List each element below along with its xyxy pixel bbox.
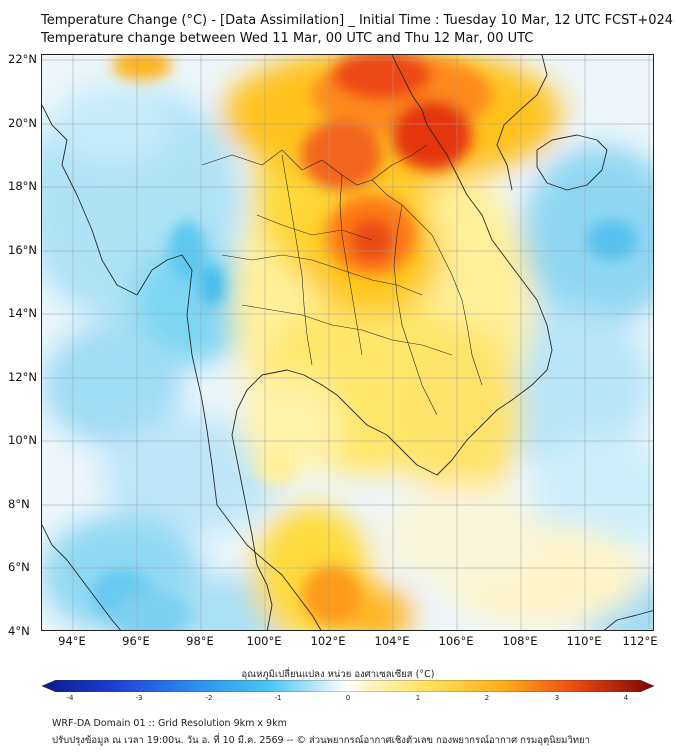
lon-tick-98: 98°E <box>186 634 214 648</box>
update-credit: ปรับปรุงข้อมูล ณ เวลา 19:00น. วัน อ. ที่… <box>52 735 590 746</box>
colorbar-tick: 4 <box>623 694 629 702</box>
lat-tick-6: 6°N <box>8 560 30 574</box>
lon-tick-108: 108°E <box>502 634 538 648</box>
lat-tick-18: 18°N <box>8 179 37 193</box>
lat-tick-8: 8°N <box>8 497 30 511</box>
lon-tick-100: 100°E <box>246 634 282 648</box>
hot-spots <box>92 55 637 630</box>
political-borders <box>201 144 483 416</box>
temperature-change-map <box>41 54 654 631</box>
colorbar-tick: 1 <box>415 694 421 702</box>
coastlines <box>42 55 653 630</box>
lon-tick-110: 110°E <box>566 634 602 648</box>
colorbar-label: อุณหภูมิเปลี่ยนแปลง หน่วย องศาเซลเซียส (… <box>241 669 435 680</box>
colorbar-tick: 3 <box>554 694 560 702</box>
lon-tick-112: 112°E <box>622 634 658 648</box>
lat-tick-20: 20°N <box>8 116 37 130</box>
lat-tick-16: 16°N <box>8 243 37 257</box>
lon-tick-106: 106°E <box>438 634 474 648</box>
colorbar-tick: -3 <box>135 694 143 702</box>
chart-title: Temperature Change (°C) - [Data Assimila… <box>41 13 674 28</box>
lon-tick-96: 96°E <box>122 634 150 648</box>
lon-tick-102: 102°E <box>310 634 346 648</box>
model-info: WRF-DA Domain 01 :: Grid Resolution 9km … <box>52 718 287 729</box>
lat-tick-4: 4°N <box>8 624 30 638</box>
lon-tick-104: 104°E <box>374 634 410 648</box>
colorbar-tick: 2 <box>484 694 490 702</box>
chart-subtitle: Temperature change between Wed 11 Mar, 0… <box>41 31 534 46</box>
colorbar-tick: -4 <box>66 694 74 702</box>
lat-tick-14: 14°N <box>8 306 37 320</box>
lon-tick-94: 94°E <box>58 634 86 648</box>
lat-tick-22: 22°N <box>8 52 37 66</box>
colorbar-tick: -1 <box>274 694 282 702</box>
lat-tick-10: 10°N <box>8 433 37 447</box>
colorbar-tick: 0 <box>345 694 351 702</box>
colorbar <box>42 680 654 692</box>
graticule <box>42 55 653 630</box>
colorbar-tick: -2 <box>205 694 213 702</box>
lat-tick-12: 12°N <box>8 370 37 384</box>
